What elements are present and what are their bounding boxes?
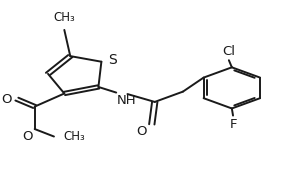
Text: Cl: Cl bbox=[222, 45, 235, 58]
Text: O: O bbox=[23, 130, 33, 143]
Text: CH₃: CH₃ bbox=[63, 130, 85, 143]
Text: O: O bbox=[136, 125, 146, 139]
Text: NH: NH bbox=[117, 94, 137, 107]
Text: F: F bbox=[229, 118, 237, 131]
Text: O: O bbox=[1, 93, 12, 106]
Text: S: S bbox=[108, 53, 117, 67]
Text: CH₃: CH₃ bbox=[53, 11, 75, 24]
